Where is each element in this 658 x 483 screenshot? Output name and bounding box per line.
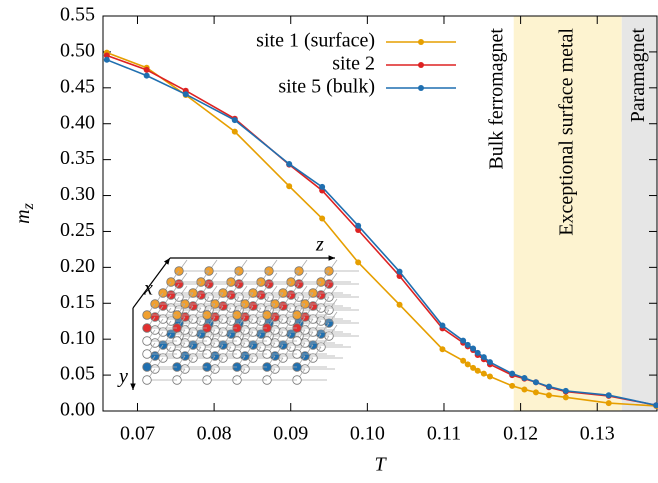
data-point (439, 322, 446, 329)
lattice-site (142, 310, 152, 320)
data-point (562, 394, 569, 401)
y-axis-label-base: m (12, 209, 34, 223)
data-point (474, 367, 481, 374)
legend-marker (418, 85, 424, 91)
data-point (355, 222, 362, 229)
legend-marker (418, 39, 424, 45)
series-line (106, 51, 657, 407)
background-layer: Bulk ferromagnet Exceptional surface meta… (117, 16, 657, 411)
x-tick-label: 0.13 (580, 423, 615, 445)
region-band (513, 16, 622, 411)
lattice-site (142, 362, 152, 372)
data-point (319, 183, 326, 190)
y-axis-label: mz (12, 202, 37, 223)
data-point (182, 91, 189, 98)
plot-layer: 0.00 0.05 0.10 0.15 0.20 0.25 0.30 0.35 0.40 0.45… (12, 4, 658, 476)
legend-label: site 1 (surface) (256, 30, 375, 52)
x-tick-label: 0.12 (503, 423, 538, 445)
data-point (286, 183, 293, 190)
y-axis-label-sub: z (20, 202, 37, 210)
data-point (103, 56, 110, 63)
data-point (143, 66, 150, 73)
data-point (480, 354, 487, 361)
data-point (486, 359, 493, 366)
series-line (106, 59, 657, 407)
lattice-site (142, 336, 152, 346)
data-point (521, 374, 528, 381)
y-tick-label: 0.30 (60, 183, 95, 205)
y-tick-label: 0.15 (60, 291, 95, 313)
data-point (486, 373, 493, 380)
data-point (545, 383, 552, 390)
data-point (521, 386, 528, 393)
inset-axis-label: x (143, 278, 153, 300)
data-point (653, 402, 658, 409)
inset-axis-label: y (117, 366, 128, 388)
x-tick-label: 0.10 (350, 423, 385, 445)
data-point (562, 387, 569, 394)
data-point (545, 392, 552, 399)
data-point (605, 400, 612, 407)
inset-arrowhead (328, 255, 335, 261)
inset-axis (132, 257, 171, 309)
x-tick-label: 0.11 (427, 423, 461, 445)
y-tick-label: 0.35 (60, 147, 95, 169)
x-axis-label: T (374, 454, 387, 476)
y-tick-label: 0.10 (60, 327, 95, 349)
y-tick-label: 0.25 (60, 219, 95, 241)
data-point (319, 215, 326, 222)
data-point (460, 337, 467, 344)
data-point (396, 268, 403, 275)
data-point (605, 392, 612, 399)
y-tick-label: 0.05 (60, 363, 95, 385)
data-point (439, 346, 446, 353)
y-tick-label: 0.55 (60, 4, 95, 26)
data-point (474, 349, 481, 356)
x-tick-label: 0.09 (273, 423, 308, 445)
data-point (532, 389, 539, 396)
data-point (464, 361, 471, 368)
y-tick-label: 0.20 (60, 255, 95, 277)
lattice-site (142, 323, 152, 333)
plot-frame (102, 15, 658, 412)
legend-marker (418, 62, 424, 68)
data-point (532, 379, 539, 386)
legend-label: site 2 (332, 53, 375, 75)
region-label: Exceptional surface metal (555, 28, 577, 236)
y-tick-label: 0.45 (60, 75, 95, 97)
region-band (621, 16, 657, 411)
data-point (396, 301, 403, 308)
data-point (470, 345, 477, 352)
data-point (355, 259, 362, 266)
data-point (470, 364, 477, 371)
legend-label: site 5 (bulk) (278, 76, 375, 98)
data-point (480, 370, 487, 377)
inset-arrowhead (163, 258, 170, 265)
data-point (286, 160, 293, 167)
inset-arrowhead (130, 383, 136, 390)
region-label: Bulk ferromagnet (485, 28, 507, 170)
data-point (143, 72, 150, 79)
data-point (231, 117, 238, 124)
data-point (509, 370, 516, 377)
y-tick-label: 0.50 (60, 40, 95, 62)
inset-axis-label: z (315, 234, 324, 256)
lattice-site (142, 349, 152, 359)
y-tick-label: 0.00 (60, 399, 95, 421)
region-label: Paramagnet (627, 28, 649, 123)
data-point (103, 52, 110, 59)
x-tick-label: 0.08 (197, 423, 232, 445)
data-point (509, 382, 516, 389)
lattice-site (142, 375, 152, 385)
data-point (464, 341, 471, 348)
data-point (460, 357, 467, 364)
x-tick-label: 0.07 (120, 423, 155, 445)
y-tick-label: 0.40 (60, 111, 95, 133)
data-point (231, 128, 238, 135)
